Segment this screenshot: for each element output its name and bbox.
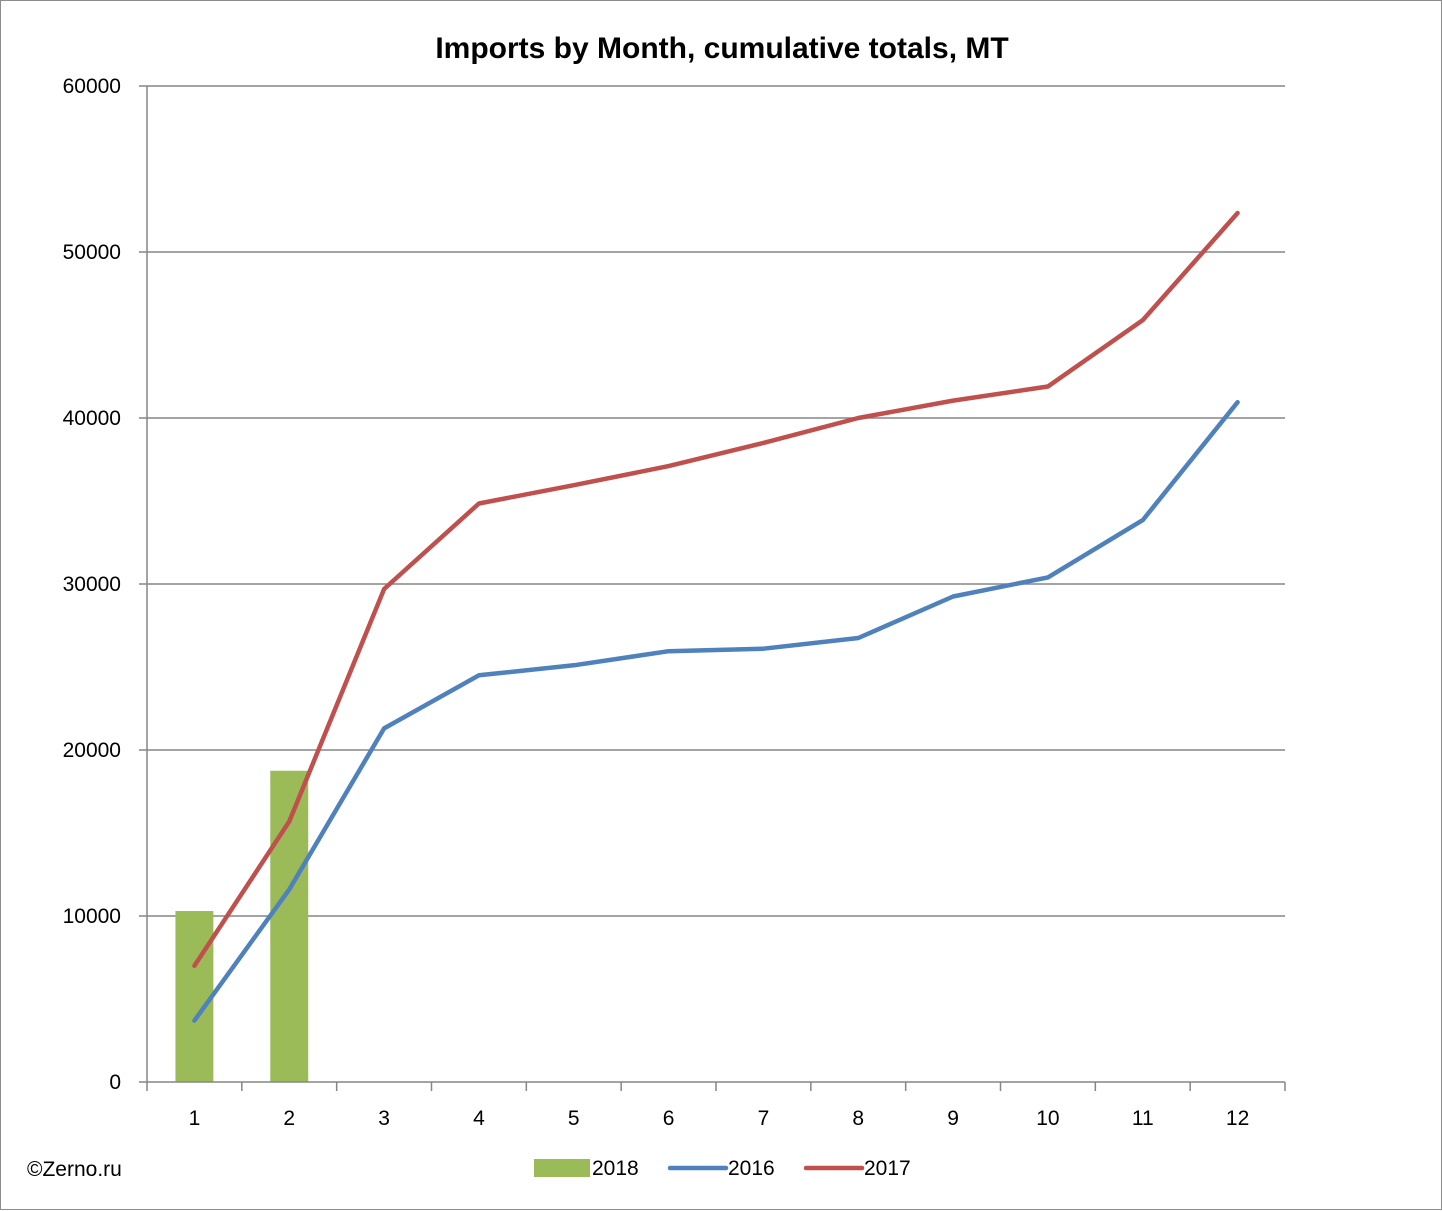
y-tick-label: 10000 [63, 905, 121, 928]
legend-swatch [534, 1159, 590, 1177]
x-tick-label: 12 [1226, 1107, 1249, 1130]
y-tick-label: 60000 [63, 75, 121, 98]
x-tick-label: 3 [378, 1107, 390, 1130]
legend: 2018 2016 2017 [534, 1157, 911, 1180]
legend-label: 2018 [592, 1157, 639, 1180]
y-tick-label: 40000 [63, 407, 121, 430]
y-tick-label: 30000 [63, 573, 121, 596]
x-tick-label: 6 [663, 1107, 675, 1130]
x-tick-label: 11 [1132, 1107, 1154, 1130]
x-tick-label: 8 [852, 1107, 864, 1130]
bars-2018 [175, 770, 309, 1082]
legend-label: 2016 [728, 1157, 775, 1180]
line-series-2016 [192, 399, 1240, 1023]
credit-text: ©Zerno.ru [27, 1158, 122, 1181]
y-tick-label: 0 [109, 1071, 121, 1094]
legend-item-2018: 2018 [534, 1157, 639, 1180]
x-tick-label: 9 [947, 1107, 959, 1130]
line-series-2017 [192, 210, 1240, 969]
legend-item-2016: 2016 [667, 1157, 775, 1180]
gridlines [147, 85, 1285, 917]
x-tick-label: 4 [473, 1107, 485, 1130]
x-tick-label: 7 [758, 1107, 770, 1130]
x-tick-label: 5 [568, 1107, 580, 1130]
x-tick-label: 1 [189, 1107, 201, 1130]
chart-title: Imports by Month, cumulative totals, MT [435, 32, 1008, 65]
y-tick-label: 20000 [63, 739, 121, 762]
y-tick-labels: 0 10000 20000 30000 40000 50000 60000 [63, 75, 121, 1094]
x-tick-label: 2 [283, 1107, 295, 1130]
axes [139, 85, 1286, 1091]
series-lines [192, 210, 1240, 1023]
x-tick-labels: 1 2 3 4 5 6 7 8 9 10 11 12 [189, 1107, 1250, 1130]
legend-item-2017: 2017 [803, 1157, 911, 1180]
x-tick-label: 10 [1036, 1107, 1059, 1130]
legend-label: 2017 [864, 1157, 911, 1180]
bar-2018-1 [175, 911, 214, 1082]
y-tick-label: 50000 [63, 241, 121, 264]
